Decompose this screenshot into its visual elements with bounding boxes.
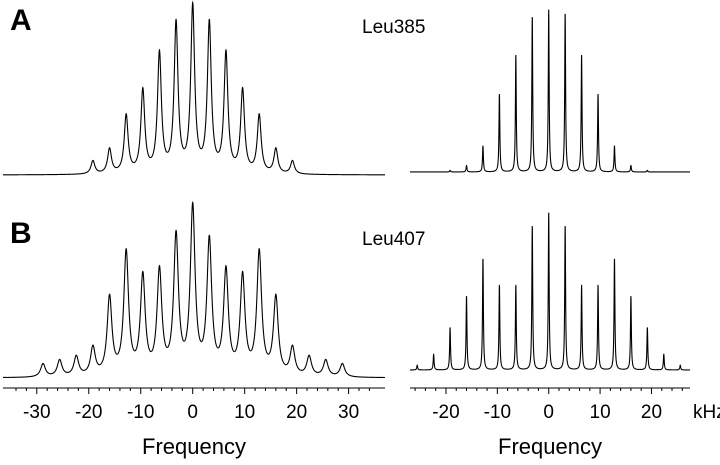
spectral-peak <box>267 147 285 172</box>
spectral-peak <box>150 264 169 353</box>
spectral-peak <box>507 284 525 370</box>
spectral-peak <box>84 344 102 371</box>
x-tick-label: -30 <box>23 402 50 423</box>
spectral-peak <box>117 113 135 168</box>
spectral-peak <box>474 145 492 173</box>
spectral-peak <box>556 226 574 370</box>
annotation: Leu407 <box>362 229 425 250</box>
spectral-peak <box>250 113 268 168</box>
x-tick-label: 10 <box>234 402 255 423</box>
spectral-peak <box>200 18 218 153</box>
spectral-peak <box>524 226 541 370</box>
x-tick-label: -10 <box>127 402 154 423</box>
spectral-peak <box>283 344 301 371</box>
spectral-peak <box>589 284 607 370</box>
spectral-peak <box>441 327 459 371</box>
spectral-peak <box>639 169 690 173</box>
spectral-peak <box>589 94 607 173</box>
annotation: Leu385 <box>362 17 425 38</box>
spectral-peak <box>134 86 152 163</box>
spectral-peak <box>622 164 640 173</box>
spectral-peak <box>51 358 69 375</box>
spectral-peak <box>167 229 185 348</box>
spectral-peak <box>606 258 623 370</box>
spectral-peak <box>167 18 185 153</box>
spectral-peak <box>573 55 590 172</box>
spectral-peak <box>184 0 202 150</box>
x-tick-label: 20 <box>641 402 662 423</box>
spectral-peak <box>507 55 525 172</box>
spectral-peak <box>101 147 119 172</box>
spectral-peak <box>573 284 590 370</box>
spectral-peak <box>458 296 475 370</box>
x-tick-label: 20 <box>286 402 307 423</box>
spectral-peak <box>184 201 202 343</box>
x-tick-label: 10 <box>590 402 611 423</box>
spectral-peak <box>134 270 152 353</box>
panel-label: A <box>10 4 32 37</box>
spectral-peak <box>284 159 386 176</box>
spectral-peak <box>234 270 252 353</box>
spectral-peak <box>117 248 135 355</box>
spectral-peak <box>217 48 235 158</box>
x-axis-unit: kHz <box>693 402 720 423</box>
spectral-peak <box>410 364 426 371</box>
spectral-peak <box>425 353 442 371</box>
spectral-peak <box>2 362 52 379</box>
spectral-peak <box>458 164 475 173</box>
spectral-peak <box>491 94 508 173</box>
x-tick-label: -20 <box>432 402 459 423</box>
spectral-peak <box>606 145 623 173</box>
x-tick-label: -20 <box>75 402 102 423</box>
spectral-peak <box>672 364 690 371</box>
spectral-peak <box>267 293 285 364</box>
spectral-peak <box>100 293 119 364</box>
spectral-peak <box>317 358 335 375</box>
x-tick-label: 0 <box>187 402 198 423</box>
spectral-peak <box>217 264 235 353</box>
panel-label: B <box>10 217 32 250</box>
spectral-peak <box>655 353 673 371</box>
spectral-peak <box>540 212 557 370</box>
spectral-peak <box>250 248 268 355</box>
spectral-peak <box>540 9 557 172</box>
spectral-peak <box>474 258 492 370</box>
x-axis-title: Frequency <box>142 434 246 459</box>
spectral-peak <box>524 17 541 172</box>
spectral-peak <box>622 296 640 370</box>
spectral-peak <box>67 354 85 373</box>
spectral-peak <box>3 159 102 176</box>
spectral-peak <box>334 362 385 379</box>
spectral-peak <box>150 48 168 158</box>
spectral-peak <box>491 284 508 370</box>
x-tick-label: -10 <box>484 402 511 423</box>
spectral-peak <box>556 13 574 172</box>
x-tick-label: 0 <box>543 402 554 423</box>
spectral-peak <box>300 354 318 373</box>
spectral-peak <box>233 86 252 163</box>
spectral-peak <box>410 169 459 173</box>
x-axis-title: Frequency <box>498 434 602 459</box>
spectral-peak <box>200 234 218 349</box>
x-tick-label: 30 <box>338 402 359 423</box>
spectral-peak <box>639 327 656 371</box>
